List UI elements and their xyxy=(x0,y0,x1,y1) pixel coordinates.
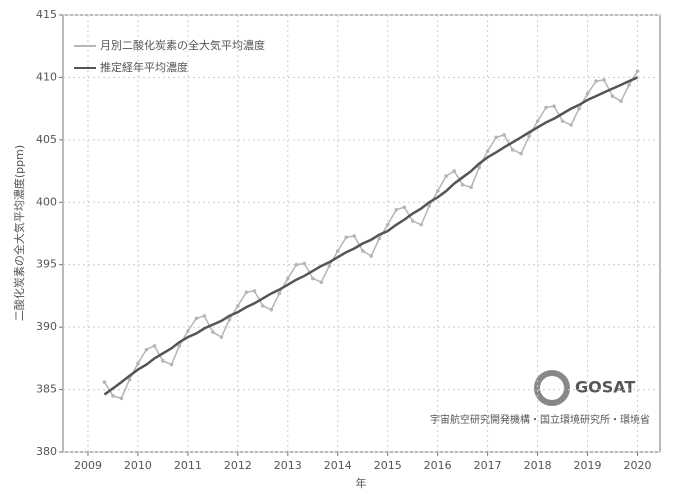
x-tick-label: 2018 xyxy=(524,459,552,472)
data-point xyxy=(302,261,307,266)
data-point xyxy=(261,304,265,308)
y-tick-label: 390 xyxy=(36,320,57,333)
x-tick-label: 2011 xyxy=(174,459,202,472)
data-point xyxy=(244,290,249,294)
data-point xyxy=(577,106,581,111)
y-axis-label: 二酸化炭素の全大気平均濃度(ppm) xyxy=(12,145,26,321)
data-point xyxy=(610,94,615,98)
data-point xyxy=(527,134,531,138)
data-point xyxy=(277,291,282,296)
data-point xyxy=(560,119,565,123)
x-tick-label: 2012 xyxy=(224,459,252,472)
data-point xyxy=(460,183,465,187)
data-point xyxy=(444,174,448,178)
x-tick-label: 2013 xyxy=(274,459,302,472)
series-line xyxy=(103,70,639,400)
data-point xyxy=(119,396,124,401)
data-point xyxy=(410,219,415,223)
data-point xyxy=(435,189,440,193)
data-point xyxy=(585,91,590,96)
data-point xyxy=(319,280,324,284)
data-point xyxy=(502,133,506,137)
legend-label: 月別二酸化炭素の全大気平均濃度 xyxy=(100,38,265,52)
logo xyxy=(534,370,570,406)
y-tick-label: 385 xyxy=(36,383,57,396)
data-point xyxy=(102,380,107,384)
data-point xyxy=(194,316,199,321)
x-tick-label: 2015 xyxy=(374,459,402,472)
data-point xyxy=(477,165,481,170)
data-point xyxy=(569,123,573,127)
data-point xyxy=(552,104,556,108)
data-point xyxy=(544,105,548,110)
y-tick-label: 380 xyxy=(36,445,57,458)
data-point xyxy=(385,222,390,227)
data-point xyxy=(469,185,473,190)
plot-frame xyxy=(62,14,661,453)
data-point xyxy=(485,149,490,153)
data-point xyxy=(144,347,149,352)
x-tick-label: 2009 xyxy=(74,459,102,472)
data-point xyxy=(452,169,456,173)
data-point xyxy=(227,317,232,322)
data-point xyxy=(294,262,299,267)
data-point xyxy=(202,314,207,318)
credit: 宇宙航空研究開発機構・国立環境研究所・環境省 xyxy=(430,413,650,426)
logo-text: GOSAT xyxy=(575,378,635,397)
data-point xyxy=(369,254,374,258)
data-point xyxy=(177,344,182,348)
data-point xyxy=(252,289,257,293)
data-point xyxy=(236,304,240,308)
data-point xyxy=(494,135,498,140)
legend-label: 推定経年平均濃度 xyxy=(100,60,188,74)
y-tick-label: 400 xyxy=(36,195,57,208)
data-point xyxy=(335,249,340,253)
data-point xyxy=(535,119,540,123)
data-point xyxy=(594,79,598,83)
data-point xyxy=(186,329,190,333)
series-line xyxy=(103,76,639,396)
y-tick-label: 405 xyxy=(36,133,57,146)
data-point xyxy=(352,234,357,238)
data-point xyxy=(127,377,132,382)
data-point xyxy=(519,151,523,156)
data-point xyxy=(419,222,424,227)
x-tick-label: 2016 xyxy=(424,459,452,472)
x-tick-label: 2014 xyxy=(324,459,352,472)
data-point xyxy=(310,276,315,281)
x-tick-label: 2019 xyxy=(574,459,602,472)
y-tick-label: 415 xyxy=(36,8,57,21)
data-point xyxy=(510,148,515,152)
data-point xyxy=(619,99,623,103)
data-point xyxy=(111,394,115,398)
x-axis-label: 年 xyxy=(356,476,367,490)
data-point xyxy=(602,78,606,82)
data-point xyxy=(327,264,332,268)
data-point xyxy=(394,207,399,212)
data-point xyxy=(635,69,640,73)
data-point xyxy=(269,307,274,312)
data-point xyxy=(136,361,140,366)
x-tick-label: 2020 xyxy=(624,459,652,472)
data-point xyxy=(211,330,215,334)
data-point xyxy=(219,335,224,339)
data-point xyxy=(286,276,290,281)
data-point xyxy=(161,359,165,363)
x-tick-label: 2010 xyxy=(124,459,152,472)
data-point xyxy=(360,249,365,253)
data-point xyxy=(169,362,174,367)
data-point xyxy=(627,83,631,87)
data-point xyxy=(377,236,382,241)
data-point xyxy=(344,235,349,240)
data-point xyxy=(427,204,431,208)
x-tick-label: 2017 xyxy=(474,459,502,472)
y-tick-label: 410 xyxy=(36,70,57,83)
data-point xyxy=(402,205,407,210)
y-tick-label: 395 xyxy=(36,258,57,271)
data-point xyxy=(152,344,157,348)
